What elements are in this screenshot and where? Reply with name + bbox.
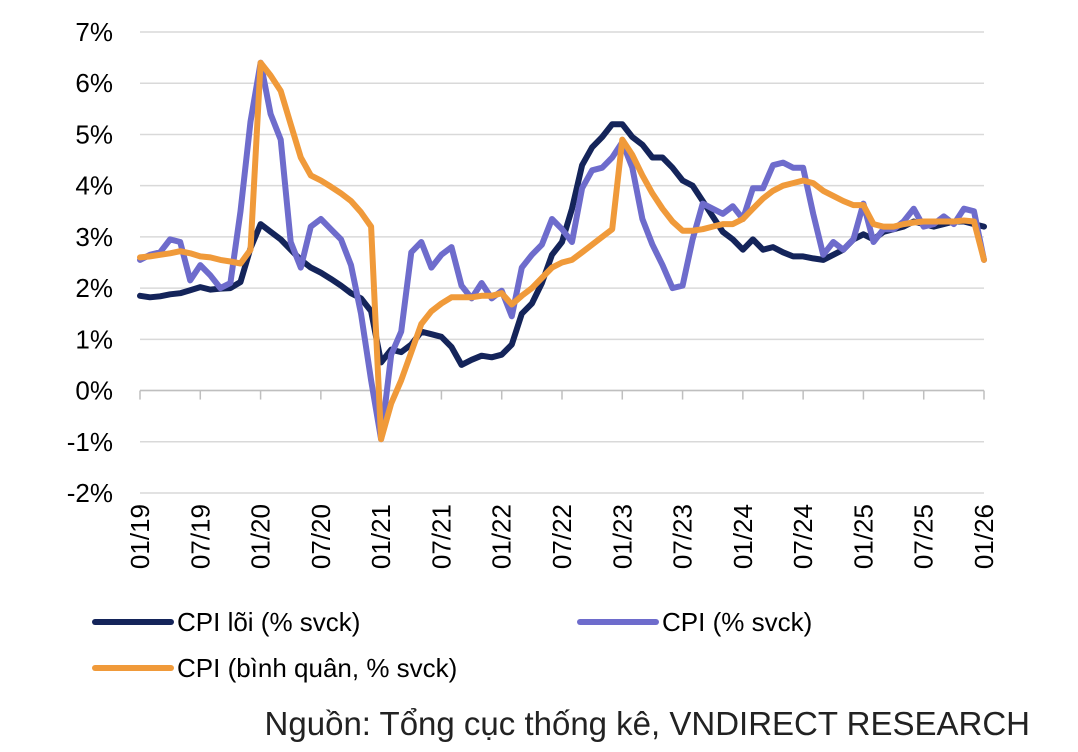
x-axis-tick-labels: 01/19 07/19 01/20 07/20 01/21 07/21 01/22 07/22…: [125, 504, 999, 569]
x-tick-label: 01/25: [848, 504, 878, 569]
x-tick-label: 07/22: [547, 504, 577, 569]
series-line-2: [137, 59, 987, 443]
x-tick-label: 01/26: [969, 504, 999, 569]
x-tick-label: 07/21: [426, 504, 456, 569]
legend: CPI lõi (% svck) CPI (% svck) CPI (bình qu…: [92, 607, 812, 683]
legend-label-1: CPI lõi (% svck): [177, 607, 360, 637]
x-tick-label: 07/25: [909, 504, 939, 569]
legend-label-2: CPI (% svck): [662, 607, 812, 637]
x-tick-label: 07/23: [668, 504, 698, 569]
x-tick-label: 07/24: [788, 504, 818, 569]
y-tick-label: 4%: [75, 171, 113, 201]
legend-label-3: CPI (bình quân, % svck): [177, 653, 457, 683]
y-tick-label: -1%: [67, 427, 113, 457]
series-line-1: [137, 121, 987, 368]
x-tick-label: 01/24: [728, 504, 758, 569]
y-tick-label: 0%: [75, 376, 113, 406]
y-tick-label: 5%: [75, 119, 113, 149]
y-tick-label: -2%: [67, 478, 113, 508]
y-tick-label: 3%: [75, 222, 113, 252]
x-tick-label: 01/20: [246, 504, 276, 569]
y-tick-label: 1%: [75, 324, 113, 354]
series-lines: [137, 59, 987, 443]
x-tick-label: 01/23: [607, 504, 637, 569]
y-axis-tick-labels: -2% -1% 0% 1% 2% 3% 4% 5% 6% 7%: [67, 17, 113, 508]
x-tick-label: 07/19: [185, 504, 215, 569]
y-tick-label: 7%: [75, 17, 113, 47]
y-tick-label: 2%: [75, 273, 113, 303]
x-tick-label: 01/22: [487, 504, 517, 569]
y-tick-label: 6%: [75, 68, 113, 98]
x-tick-label: 07/20: [306, 504, 336, 569]
series-line-3: [137, 59, 987, 443]
source-note: Nguồn: Tổng cục thống kê, VNDIRECT RESEA…: [265, 705, 1030, 742]
x-tick-label: 01/19: [125, 504, 155, 569]
x-tick-label: 01/21: [366, 504, 396, 569]
